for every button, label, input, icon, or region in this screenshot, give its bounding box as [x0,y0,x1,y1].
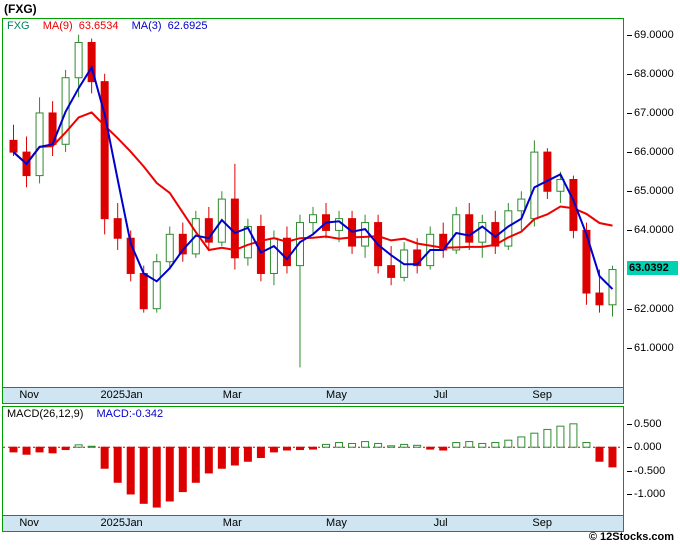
x-axis-month-label: May [326,517,347,529]
price-chart-legend: FXG MA(9) 63.6534 MA(3) 62.6925 [7,20,217,32]
macd-value-label: MACD:-0.342 [96,408,164,420]
ma9-legend: MA(9) 63.6534 [43,20,119,32]
macd-axis-label: -0.500 [626,464,666,477]
price-axis-label: 64.0000 [627,224,674,237]
price-axis-label: 68.0000 [627,67,674,80]
price-x-axis-strip: Nov 2025Jan Mar May Jul Sep [3,387,623,403]
price-axis-label: 65.0000 [627,185,674,198]
price-axis-label: 67.0000 [627,106,674,119]
price-axis-label: 62.0000 [627,302,674,315]
ma3-legend: MA(3) 62.6925 [132,20,208,32]
macd-axis-label: 0.500 [627,417,662,430]
x-axis-month-label: Sep [532,389,552,401]
x-axis-month-label: 2025Jan [100,389,143,401]
x-axis-month-label: Mar [222,389,242,401]
macd-legend: MACD(26,12,9) MACD:-0.342 [7,408,173,420]
macd-y-axis: 0.500 0.000 -0.500 -1.000 [626,406,680,532]
macd-chart-svg [3,423,623,508]
x-axis-month-label: Jul [433,389,448,401]
macd-axis-label: 0.000 [627,441,662,454]
x-axis-month-label: May [326,389,347,401]
macd-axis-label: -1.000 [626,487,666,500]
last-price-tag: 63.0392 [627,261,678,276]
symbol-label: FXG [7,20,30,32]
price-axis-label: 69.0000 [627,28,674,41]
macd-panel: MACD(26,12,9) MACD:-0.342 Nov 2025Jan Mar M… [2,406,624,532]
ma3-value: 62.6925 [167,20,208,32]
ticker-title: (FXG) [4,2,37,16]
x-axis-month-label: Sep [532,517,552,529]
x-axis-month-label: 2025Jan [100,517,143,529]
ma9-value: 63.6534 [78,20,119,32]
price-chart-svg [9,34,617,368]
macd-indicator-label: MACD(26,12,9) [7,408,84,420]
price-axis-label: 66.0000 [627,146,674,159]
macd-x-axis-strip: Nov 2025Jan Mar May Jul Sep [3,515,623,531]
price-y-axis: 63.0392 69.0000 68.0000 67.0000 66.0000 65.0… [626,18,680,404]
price-axis-label: 61.0000 [627,341,674,354]
copyright-watermark: © 12Stocks.com [588,531,674,543]
x-axis-month-label: Nov [19,517,39,529]
ma9-label: MA(9) [42,20,73,32]
ma3-label: MA(3) [131,20,162,32]
price-chart-panel: FXG MA(9) 63.6534 MA(3) 62.6925 Nov 2025J… [2,18,624,404]
x-axis-month-label: Jul [433,517,448,529]
x-axis-month-label: Nov [19,389,39,401]
x-axis-month-label: Mar [222,517,242,529]
